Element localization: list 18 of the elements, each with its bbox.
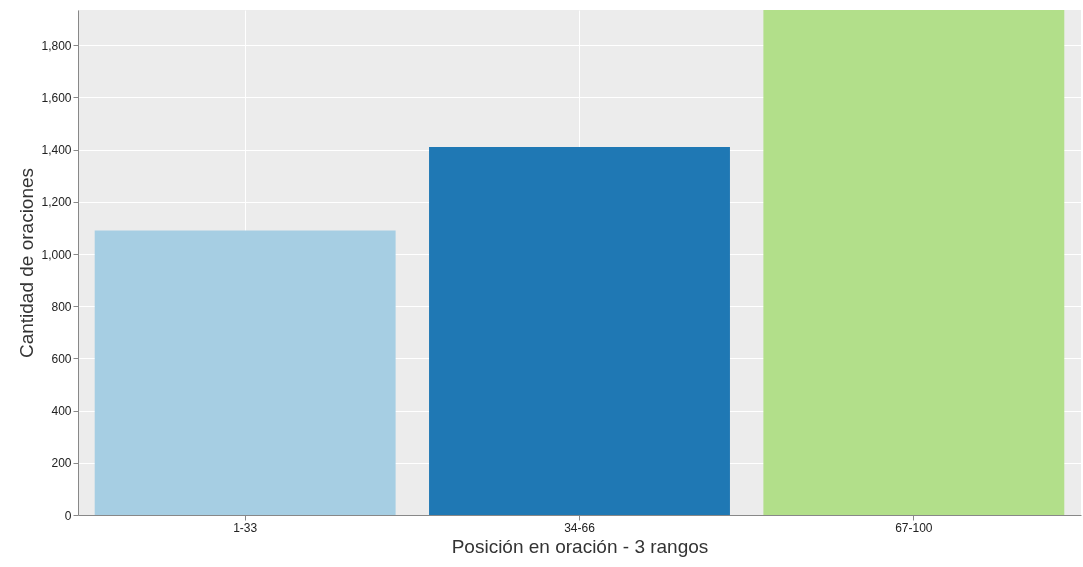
y-tick-label: 0 bbox=[64, 508, 72, 523]
y-tick-label: 400 bbox=[51, 404, 72, 419]
bar bbox=[94, 230, 396, 515]
y-tick-label: 800 bbox=[51, 299, 72, 314]
y-tick-label: 1,600 bbox=[41, 90, 72, 105]
x-tick-label: 67-100 bbox=[895, 520, 933, 535]
y-tick-label: 1,400 bbox=[41, 143, 72, 158]
x-tick-label: 34-66 bbox=[564, 520, 596, 535]
y-tick-label: 600 bbox=[51, 351, 72, 366]
x-tick-label: 1-33 bbox=[233, 520, 258, 535]
x-axis-title: Posición en oración - 3 rangos bbox=[451, 535, 709, 557]
y-tick-label: 1,000 bbox=[41, 247, 72, 262]
bar bbox=[763, 10, 1065, 515]
y-tick-label: 200 bbox=[51, 456, 72, 471]
bar bbox=[429, 147, 730, 515]
y-tick-label: 1,200 bbox=[41, 195, 72, 210]
y-tick-label: 1,800 bbox=[41, 38, 72, 53]
y-axis-title: Cantidad de oraciones bbox=[16, 167, 38, 359]
